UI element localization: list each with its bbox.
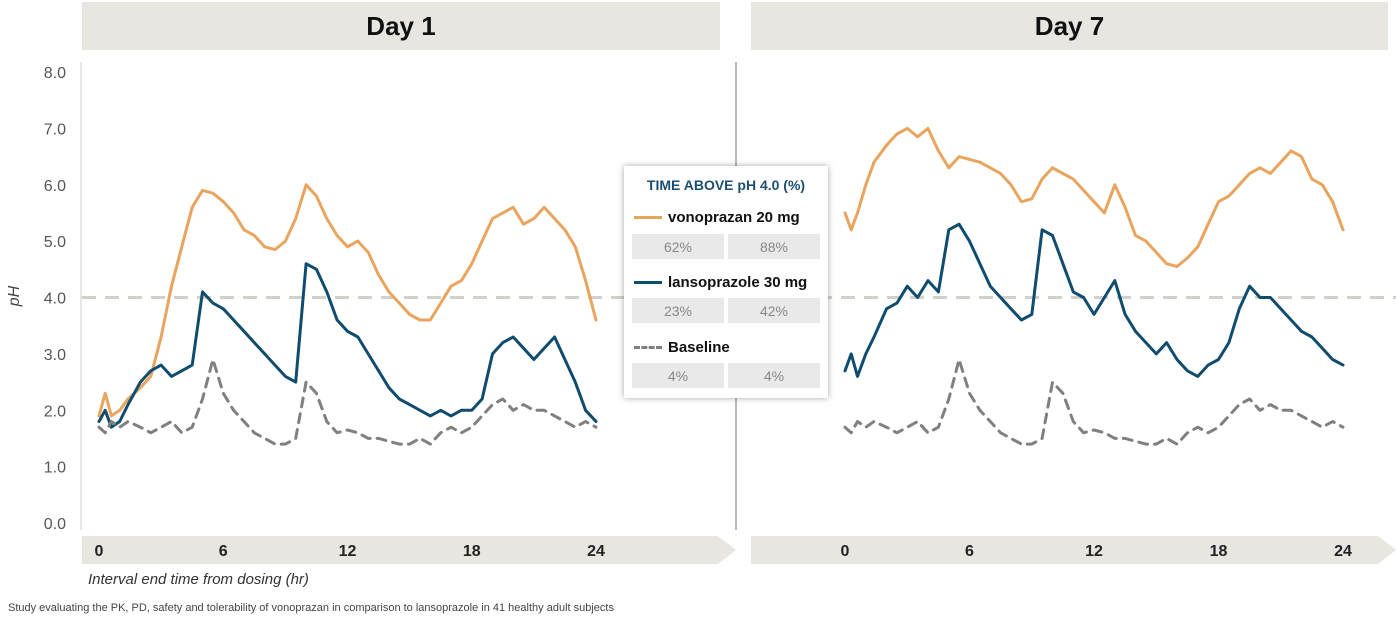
x-tick-label-panel2: 6 — [965, 543, 974, 560]
panel-title-day7: Day 7 — [751, 2, 1388, 50]
legend-box: TIME ABOVE pH 4.0 (%) vonoprazan 20 mg 6… — [624, 166, 828, 398]
legend-entry-vonoprazan: vonoprazan 20 mg — [634, 207, 800, 227]
series-line-baseline-panel1 — [97, 358, 598, 446]
legend-label-vonoprazan: vonoprazan 20 mg — [668, 208, 800, 226]
legend-entry-baseline: Baseline — [634, 337, 730, 357]
legend-swatch-vonoprazan — [634, 215, 662, 219]
legend-label-lansoprazole: lansoprazole 30 mg — [668, 273, 808, 291]
x-axis-band-1 — [82, 536, 736, 564]
y-axis-label: pH — [6, 285, 23, 307]
legend-title: TIME ABOVE pH 4.0 (%) — [646, 177, 806, 193]
x-tick-label-panel2: 0 — [841, 543, 850, 560]
legend-label-baseline: Baseline — [668, 338, 730, 356]
y-tick-label: 6.0 — [44, 178, 66, 195]
y-tick-label: 1.0 — [44, 460, 66, 477]
ph-chart: 0.0 1.0 2.0 3.0 4.0 5.0 6.0 7.0 8.0 0 6 12 18 24 0 6 12 1… — [6, 62, 1396, 564]
panel-title-day1: Day 1 — [82, 2, 720, 50]
x-tick-label-panel1: 0 — [95, 543, 104, 560]
pct-lansoprazole-day7: 42% — [728, 298, 820, 323]
legend-entry-lansoprazole: lansoprazole 30 mg — [634, 272, 807, 292]
footnote: Study evaluating the PK, PD, safety and … — [8, 602, 614, 614]
y-tick-label: 2.0 — [44, 403, 66, 420]
x-tick-label-panel2: 12 — [1085, 543, 1103, 560]
y-tick-label: 7.0 — [44, 121, 66, 138]
x-tick-label-panel2: 24 — [1334, 543, 1352, 560]
series-line-lansoprazole-panel1 — [97, 262, 598, 429]
y-tick-label: 8.0 — [44, 65, 66, 82]
x-axis-label: Interval end time from dosing (hr) — [88, 571, 309, 588]
pct-baseline-day7: 4% — [728, 363, 820, 388]
series-line-lansoprazole-panel2 — [843, 222, 1345, 378]
pct-vonoprazan-day7: 88% — [728, 234, 820, 259]
legend-swatch-lansoprazole — [634, 280, 662, 284]
series-line-vonoprazan-panel1 — [97, 183, 598, 418]
pct-vonoprazan-day1: 62% — [632, 234, 724, 259]
x-tick-label-panel2: 18 — [1210, 543, 1228, 560]
series-line-vonoprazan-panel2 — [843, 126, 1345, 268]
x-tick-label-panel1: 12 — [339, 543, 357, 560]
x-axis-band-2 — [751, 536, 1396, 564]
legend-swatch-baseline — [634, 345, 662, 349]
x-tick-label-panel1: 18 — [463, 543, 481, 560]
pct-baseline-day1: 4% — [632, 363, 724, 388]
x-tick-label-panel1: 6 — [219, 543, 228, 560]
pct-lansoprazole-day1: 23% — [632, 298, 724, 323]
y-tick-label: 3.0 — [44, 347, 66, 364]
y-tick-label: 0.0 — [44, 516, 66, 533]
y-tick-label: 5.0 — [44, 234, 66, 251]
series-line-baseline-panel2 — [843, 358, 1345, 446]
x-tick-label-panel1: 24 — [587, 543, 605, 560]
y-tick-label: 4.0 — [44, 291, 66, 308]
